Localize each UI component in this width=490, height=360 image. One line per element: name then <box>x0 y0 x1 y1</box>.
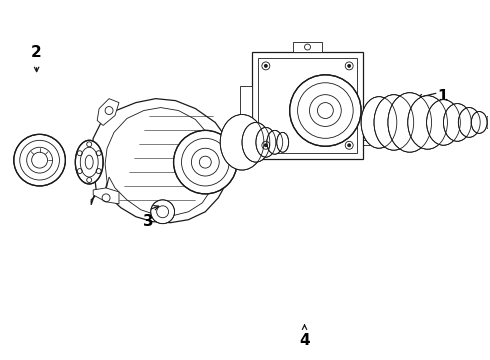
Circle shape <box>348 144 351 147</box>
Text: 2: 2 <box>31 45 42 60</box>
Ellipse shape <box>471 112 487 133</box>
Polygon shape <box>93 188 119 204</box>
Ellipse shape <box>443 104 471 141</box>
Text: 1: 1 <box>437 89 448 104</box>
Ellipse shape <box>267 130 283 154</box>
Ellipse shape <box>374 95 414 150</box>
Ellipse shape <box>256 127 276 157</box>
Ellipse shape <box>75 140 103 184</box>
Circle shape <box>14 134 65 186</box>
Ellipse shape <box>220 114 264 170</box>
Polygon shape <box>240 86 252 125</box>
Text: 4: 4 <box>299 333 310 348</box>
Circle shape <box>264 144 268 147</box>
Text: 3: 3 <box>144 214 154 229</box>
FancyBboxPatch shape <box>293 42 322 52</box>
Polygon shape <box>91 99 232 223</box>
Ellipse shape <box>458 108 480 137</box>
Ellipse shape <box>361 96 397 148</box>
Circle shape <box>348 64 351 67</box>
Ellipse shape <box>242 122 270 162</box>
Circle shape <box>264 64 268 67</box>
Circle shape <box>173 130 237 194</box>
FancyBboxPatch shape <box>252 52 363 159</box>
Circle shape <box>290 75 361 146</box>
Circle shape <box>151 200 174 224</box>
Ellipse shape <box>427 100 460 145</box>
Ellipse shape <box>277 132 289 152</box>
Polygon shape <box>97 99 119 125</box>
Ellipse shape <box>388 93 432 152</box>
Ellipse shape <box>408 96 447 149</box>
